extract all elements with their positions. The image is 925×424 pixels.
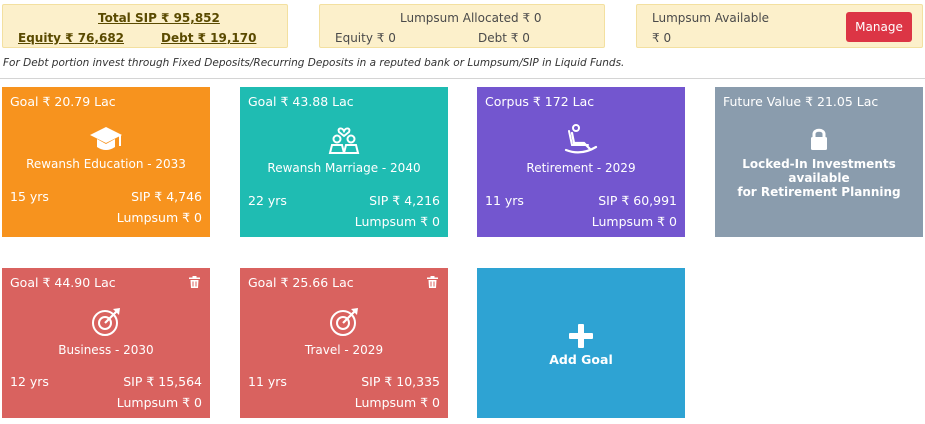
goal-card-travel[interactable]: Goal ₹ 25.66 Lac Travel - 2029 11 yrs SI… <box>240 268 448 418</box>
trash-icon[interactable] <box>427 276 438 288</box>
goal-name: Rewansh Education - 2033 <box>26 157 186 171</box>
lumpsum-available-summary: Lumpsum Available ₹ 0 Manage <box>636 4 923 48</box>
lock-icon <box>715 127 923 154</box>
allocated-equity: Equity ₹ 0 <box>335 31 396 45</box>
debt-link[interactable]: Debt ₹ 19,170 <box>161 31 257 45</box>
total-sip-summary: Total SIP ₹ 95,852 Equity ₹ 76,682 Debt … <box>2 4 288 48</box>
locked-in-card[interactable]: Future Value ₹ 21.05 Lac Locked-In Inves… <box>715 87 923 237</box>
goal-card-education[interactable]: Goal ₹ 20.79 Lac Rewansh Education - 203… <box>2 87 210 237</box>
equity-link[interactable]: Equity ₹ 76,682 <box>18 31 125 45</box>
allocated-debt: Debt ₹ 0 <box>478 31 530 45</box>
goal-amount: Goal ₹ 25.66 Lac <box>248 275 354 290</box>
target-icon <box>240 306 448 341</box>
goal-sip: SIP ₹ 15,564 <box>123 374 202 389</box>
goal-lumpsum: Lumpsum ₹ 0 <box>116 395 202 410</box>
goal-amount: Goal ₹ 20.79 Lac <box>10 94 116 109</box>
lumpsum-available-value: ₹ 0 <box>652 31 672 45</box>
total-sip-link[interactable]: Total SIP ₹ 95,852 <box>98 11 220 25</box>
target-icon <box>2 306 210 341</box>
goal-years: 11 yrs <box>248 374 287 389</box>
graduation-cap-icon <box>2 125 210 158</box>
add-goal-button[interactable]: Add Goal <box>477 268 685 418</box>
goal-card-marriage[interactable]: Goal ₹ 43.88 Lac Rewansh Marriage - 2040… <box>240 87 448 237</box>
goal-years: 11 yrs <box>485 193 524 208</box>
debt-note: For Debt portion invest through Fixed De… <box>3 57 625 69</box>
goal-name: Rewansh Marriage - 2040 <box>267 161 421 175</box>
lumpsum-available-label: Lumpsum Available <box>652 11 770 25</box>
goal-years: 12 yrs <box>10 374 49 389</box>
trash-icon[interactable] <box>189 276 200 288</box>
goal-sip: SIP ₹ 10,335 <box>361 374 440 389</box>
goal-lumpsum: Lumpsum ₹ 0 <box>591 214 677 229</box>
lumpsum-allocated-summary: Lumpsum Allocated ₹ 0 Equity ₹ 0 Debt ₹ … <box>319 4 605 48</box>
goal-amount: Goal ₹ 43.88 Lac <box>248 94 354 109</box>
goal-years: 15 yrs <box>10 189 49 204</box>
goal-lumpsum: Lumpsum ₹ 0 <box>354 395 440 410</box>
corpus-amount: Corpus ₹ 172 Lac <box>485 94 595 109</box>
manage-button[interactable]: Manage <box>846 12 912 42</box>
goal-lumpsum: Lumpsum ₹ 0 <box>116 210 202 225</box>
goal-years: 22 yrs <box>248 193 287 208</box>
rocking-chair-icon <box>477 123 685 158</box>
goal-name: Business - 2030 <box>58 343 154 357</box>
goal-card-business[interactable]: Goal ₹ 44.90 Lac Business - 2030 12 yrs … <box>2 268 210 418</box>
add-goal-label: Add Goal <box>549 352 613 367</box>
goal-name: Retirement - 2029 <box>526 161 636 175</box>
divider <box>0 78 925 79</box>
goal-sip: SIP ₹ 4,216 <box>369 193 440 208</box>
goal-amount: Goal ₹ 44.90 Lac <box>10 275 116 290</box>
goal-name: Travel - 2029 <box>304 343 384 357</box>
goal-card-retirement[interactable]: Corpus ₹ 172 Lac Retirement - 2029 11 yr… <box>477 87 685 237</box>
goal-sip: SIP ₹ 4,746 <box>131 189 202 204</box>
plus-icon <box>477 324 685 351</box>
goal-lumpsum: Lumpsum ₹ 0 <box>354 214 440 229</box>
lumpsum-allocated-label: Lumpsum Allocated ₹ 0 <box>400 11 542 25</box>
locked-in-text: Locked-In Investments available for Reti… <box>737 157 901 199</box>
couple-icon <box>240 123 448 158</box>
goal-sip: SIP ₹ 60,991 <box>598 193 677 208</box>
future-value: Future Value ₹ 21.05 Lac <box>723 94 879 109</box>
